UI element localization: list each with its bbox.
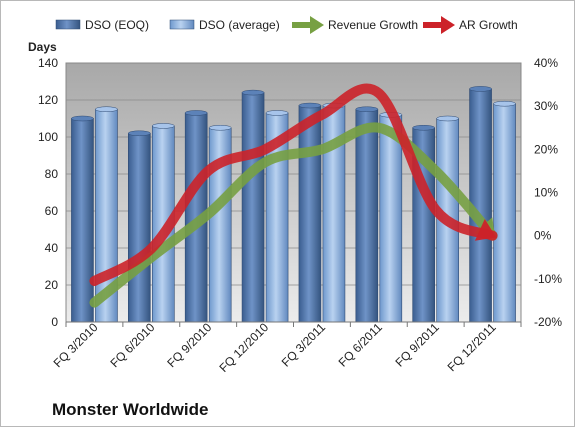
bar-cap: [95, 106, 118, 112]
y2-tick-label: -10%: [534, 272, 562, 286]
y2-tick-label: -20%: [534, 315, 562, 329]
chart-title: Monster Worldwide: [52, 400, 208, 419]
bar-cap: [241, 89, 265, 96]
x-tick-label: FQ 12/2010: [216, 320, 271, 375]
x-tick-label: FQ 3/2010: [51, 320, 101, 370]
bar-cap: [184, 110, 208, 116]
y-tick-label: 140: [38, 56, 58, 70]
y-tick-label: 120: [38, 93, 58, 107]
bar-body: [493, 103, 516, 323]
bar: [469, 86, 492, 323]
y-tick-label: 0: [51, 315, 58, 329]
y2-tick-label: 20%: [534, 142, 558, 156]
x-tick-label: FQ 9/2011: [392, 320, 442, 370]
bar-cap: [208, 125, 232, 131]
bar-body: [355, 108, 379, 323]
series-path: [89, 83, 498, 286]
legend-label: Revenue Growth: [328, 18, 418, 32]
y-tick-label: 80: [45, 167, 59, 181]
x-tick-label: FQ 6/2011: [336, 320, 386, 370]
y2-tick-label: 40%: [534, 56, 558, 70]
legend-label: DSO (EOQ): [85, 18, 149, 32]
y2-tick-label: 30%: [534, 99, 558, 113]
bar: [493, 100, 516, 323]
series-arrowhead: [474, 218, 497, 241]
bar-cap: [412, 125, 435, 131]
legend-arrow: [441, 16, 455, 34]
legend-item: AR Growth: [423, 16, 518, 34]
bar-body: [71, 118, 94, 323]
bar: [241, 89, 265, 323]
bar-cap: [469, 86, 492, 92]
legend-label: DSO (average): [199, 18, 280, 32]
bar: [71, 115, 94, 323]
y-axis-title: Days: [28, 40, 57, 54]
bar-cap: [265, 110, 289, 116]
y-tick-label: 40: [45, 241, 59, 255]
bar: [128, 130, 151, 323]
bar-cap: [298, 102, 322, 109]
bar-cap: [436, 115, 459, 122]
y-tick-label: 100: [38, 130, 58, 144]
x-tick-label: FQ 12/2011: [445, 320, 499, 374]
legend-swatch: [55, 19, 81, 30]
bar-body: [379, 114, 403, 323]
x-tick-label: FQ 6/2010: [107, 320, 157, 370]
bar: [355, 106, 379, 323]
legend-item: Revenue Growth: [292, 16, 418, 34]
bar: [298, 102, 322, 323]
bar-body: [128, 133, 151, 323]
bar-cap: [493, 100, 516, 107]
bar-body: [298, 105, 322, 323]
x-tick-label: FQ 3/2011: [279, 320, 329, 370]
series-path: [89, 122, 498, 308]
legend-item: DSO (average): [169, 18, 280, 32]
legend-item: DSO (EOQ): [55, 18, 149, 32]
bar-body: [241, 92, 265, 323]
series-line: [89, 83, 498, 286]
legend-swatch: [169, 19, 195, 30]
legend-label: AR Growth: [459, 18, 518, 32]
bar-cap: [355, 106, 379, 112]
x-tick-label: FQ 9/2010: [164, 320, 214, 370]
y-tick-label: 20: [45, 278, 59, 292]
legend-arrow: [310, 16, 324, 34]
bar-cap: [152, 123, 175, 129]
y2-tick-label: 0%: [534, 229, 552, 243]
bar-cap: [71, 115, 94, 122]
y-tick-label: 60: [45, 204, 59, 218]
bar: [379, 112, 403, 323]
y2-tick-label: 10%: [534, 186, 558, 200]
bar-cap: [128, 130, 151, 137]
